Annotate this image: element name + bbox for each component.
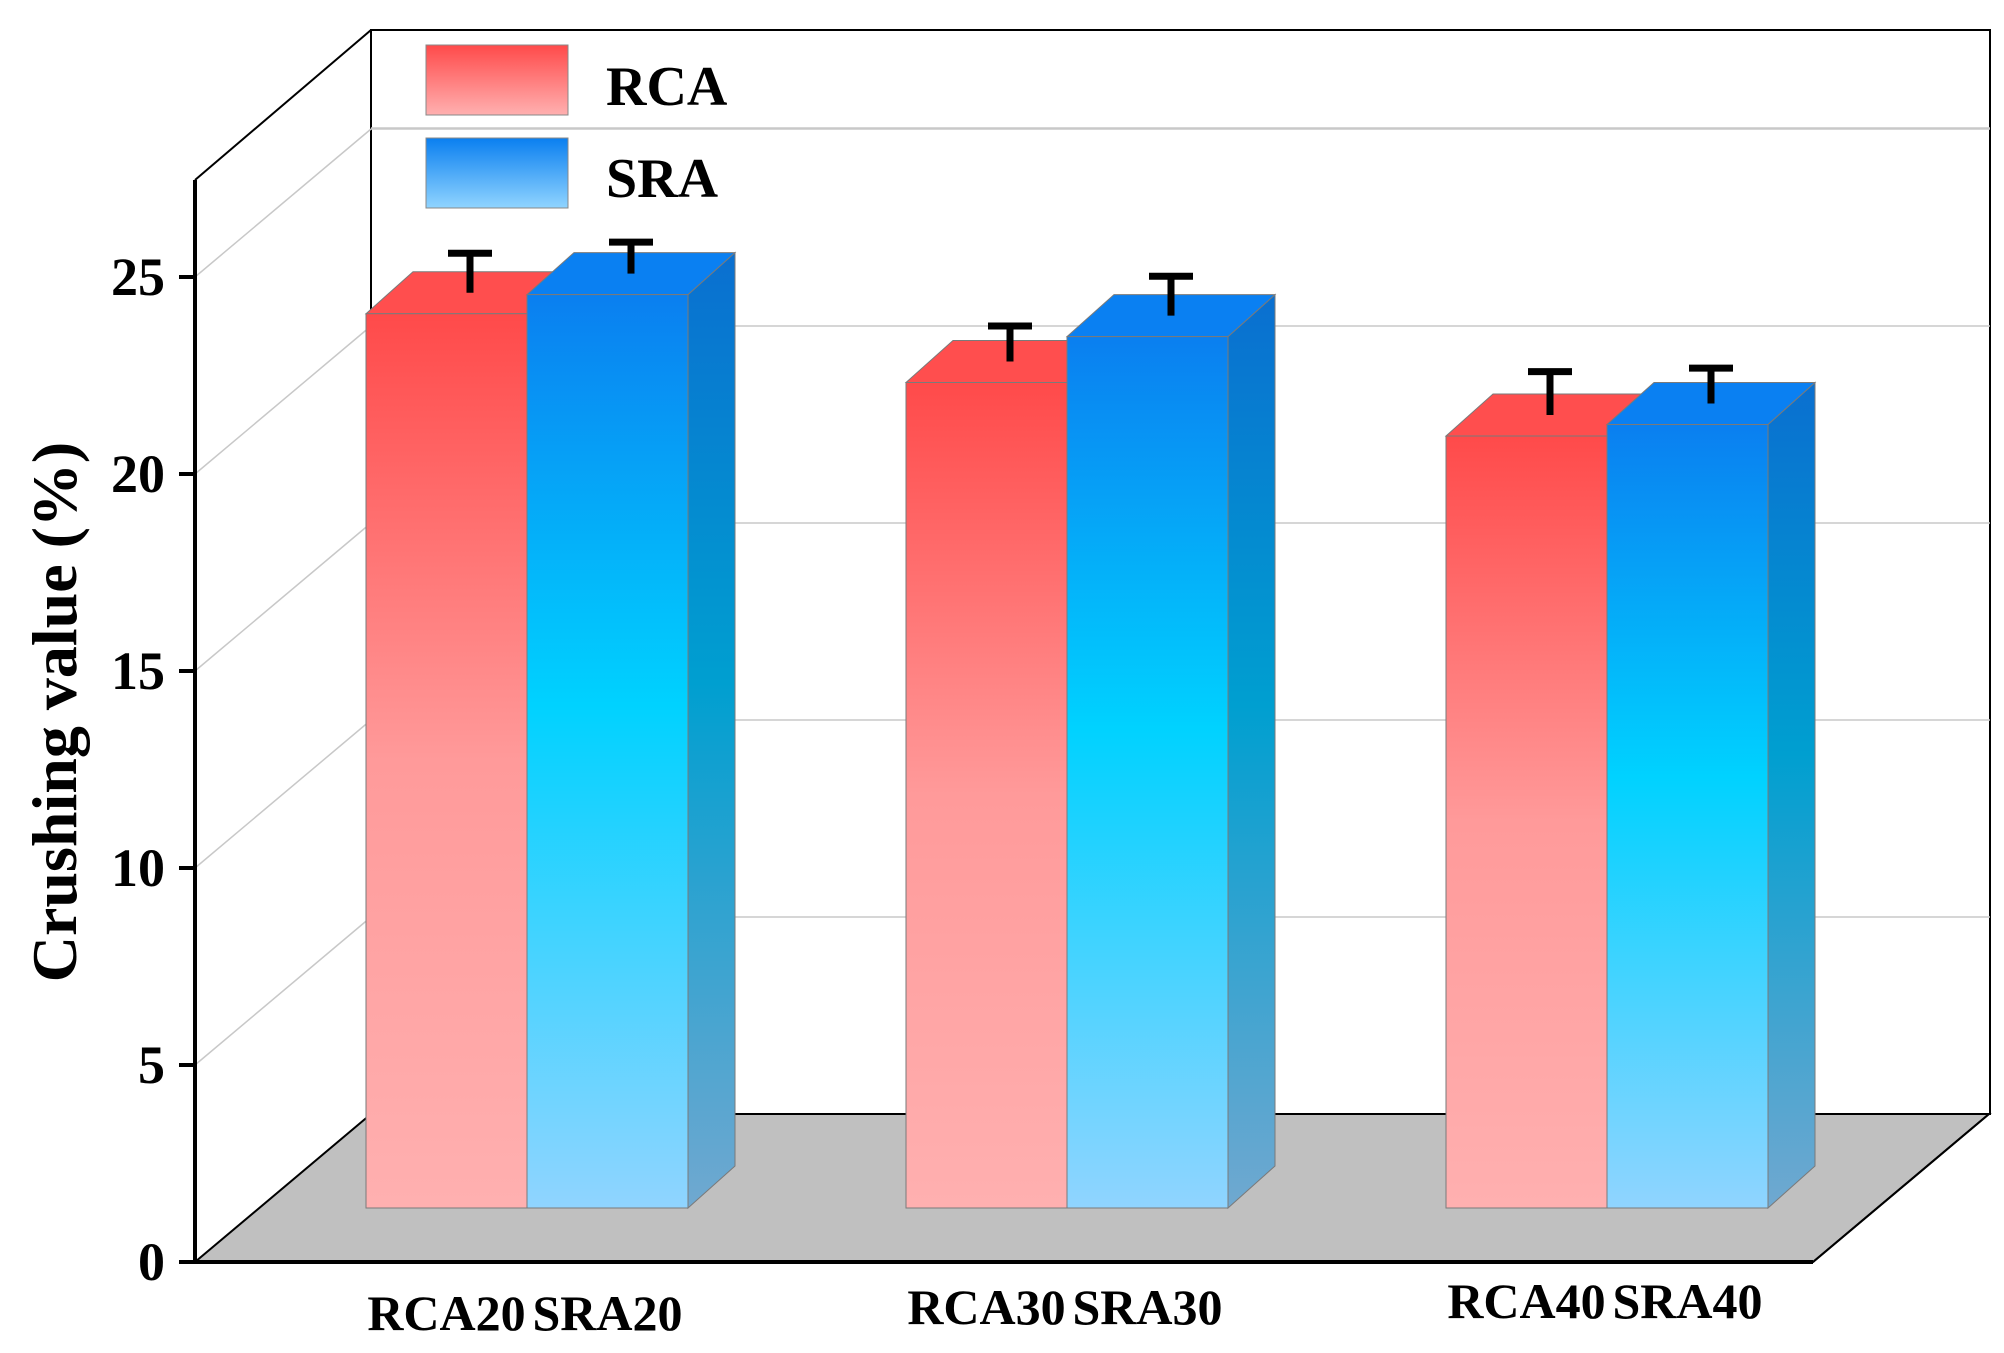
bar-front-rca30 — [905, 381, 1068, 1209]
legend-swatch-sra — [425, 137, 569, 209]
y-tick-label: 10 — [111, 838, 165, 898]
y-axis: 0 5 10 15 20 25 — [111, 180, 1990, 1292]
bar-side-sra30 — [1227, 293, 1276, 1210]
y-axis-title: Crushing value (%) — [19, 442, 90, 983]
gridline-side — [194, 325, 372, 475]
legend-label-sra: SRA — [606, 148, 719, 210]
bar-front-rca20 — [365, 313, 528, 1209]
bar-side-sra40 — [1767, 381, 1816, 1210]
bar-front-sra40 — [1606, 424, 1769, 1209]
bar-front-sra20 — [526, 294, 689, 1209]
legend-label-rca: RCA — [606, 56, 728, 118]
category-label: RCA20 — [367, 1285, 525, 1341]
bar-front-rca40 — [1445, 435, 1608, 1209]
bar-front-sra30 — [1066, 336, 1229, 1209]
legend: RCA SRA — [425, 44, 728, 210]
bar-rca20 — [364, 249, 576, 1209]
gridline-side — [194, 128, 372, 278]
y-tick-label: 25 — [111, 247, 165, 307]
category-label: RCA30 — [907, 1279, 1065, 1335]
bar-sra40 — [1605, 364, 1817, 1210]
category-labels: RCA20 SRA20 RCA30 SRA30 RCA40 SRA40 — [367, 1273, 1762, 1341]
bar-sra30 — [1065, 272, 1277, 1210]
bar-sra20 — [525, 238, 737, 1210]
bar-side-sra20 — [687, 251, 736, 1210]
gridline-side — [194, 916, 372, 1066]
side-wall-top-edge — [194, 29, 372, 181]
y-tick-label: 15 — [111, 641, 165, 701]
gridline-side — [194, 719, 372, 869]
legend-swatch-rca — [425, 44, 569, 116]
gridline-side — [194, 522, 372, 672]
bar-rca30 — [904, 322, 1116, 1209]
bars-group — [364, 238, 1817, 1210]
category-label: SRA20 — [532, 1285, 682, 1341]
bar-rca40 — [1444, 368, 1656, 1209]
floor-right-edge — [1812, 1113, 1990, 1263]
category-label: RCA40 — [1447, 1273, 1605, 1329]
y-tick-label: 0 — [138, 1232, 165, 1292]
y-tick-label: 20 — [111, 444, 165, 504]
category-label: SRA40 — [1612, 1273, 1762, 1329]
category-label: SRA30 — [1072, 1279, 1222, 1335]
y-tick-label: 5 — [138, 1035, 165, 1095]
